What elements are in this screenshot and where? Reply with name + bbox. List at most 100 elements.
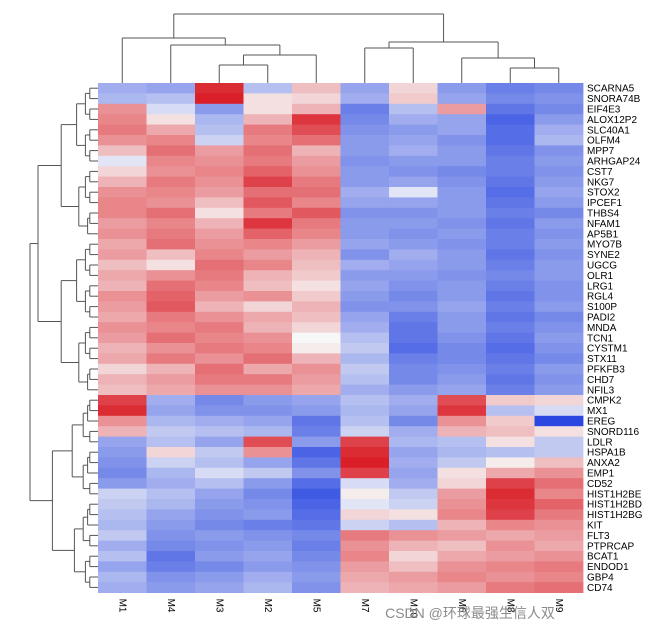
heatmap-cell: [243, 135, 293, 146]
heatmap-cell: [98, 83, 147, 94]
heatmap-cell: [389, 551, 438, 562]
heatmap-cell: [534, 311, 584, 323]
heatmap-cell: [534, 176, 584, 188]
heatmap-cell: [340, 374, 390, 385]
heatmap-cell: [98, 353, 147, 365]
heatmap-cell: [98, 571, 147, 583]
heatmap-cell: [340, 124, 390, 136]
heatmap-cell: [437, 415, 487, 427]
heatmap-cell: [437, 509, 487, 521]
row-label: CD74: [587, 583, 613, 594]
heatmap-cell: [243, 405, 293, 417]
heatmap-cell: [292, 363, 341, 375]
heatmap-cell: [389, 332, 438, 344]
heatmap-cell: [437, 197, 487, 209]
column-label: M10: [408, 599, 419, 619]
heatmap-cell: [146, 415, 196, 427]
heatmap-cell: [389, 239, 438, 250]
heatmap-cell: [389, 436, 438, 448]
heatmap-cell: [486, 478, 535, 489]
heatmap-cell: [292, 353, 341, 365]
heatmap-cell: [340, 467, 390, 479]
heatmap-cell: [146, 395, 196, 406]
row-label: CMPK2: [587, 396, 622, 407]
row-label: PTPRCAP: [587, 541, 635, 552]
heatmap-cell: [243, 530, 293, 541]
row-label: SNORA74B: [587, 94, 641, 105]
heatmap-cell: [243, 571, 293, 583]
heatmap-cell: [389, 540, 438, 552]
heatmap-cell: [243, 218, 293, 229]
heatmap-cell: [146, 124, 196, 136]
heatmap-cell: [389, 135, 438, 146]
heatmap-cell: [146, 322, 196, 333]
heatmap-cell: [437, 343, 487, 354]
heatmap-cell: [146, 436, 196, 448]
heatmap-cell: [98, 270, 147, 281]
heatmap-cell: [195, 103, 244, 115]
heatmap-cell: [292, 311, 341, 323]
heatmap-cell: [98, 551, 147, 562]
heatmap-cell: [195, 561, 244, 573]
heatmap-cell: [340, 135, 390, 146]
heatmap-cell: [437, 447, 487, 458]
heatmap-cell: [243, 311, 293, 323]
heatmap-cell: [243, 457, 293, 469]
heatmap-cell: [340, 582, 390, 593]
heatmap-cell: [243, 353, 293, 365]
heatmap-cell: [243, 239, 293, 250]
heatmap-cell: [195, 124, 244, 136]
heatmap-cell: [437, 114, 487, 125]
heatmap-cell: [340, 395, 390, 406]
heatmap-cell: [534, 301, 584, 313]
heatmap-cell: [146, 166, 196, 177]
heatmap-cell: [534, 343, 584, 354]
heatmap-cell: [340, 571, 390, 583]
heatmap-cell: [146, 353, 196, 365]
heatmap-cell: [437, 103, 487, 115]
heatmap-cell: [534, 93, 584, 105]
heatmap-cell: [98, 530, 147, 541]
heatmap-cell: [437, 135, 487, 146]
heatmap-cell: [340, 114, 390, 125]
heatmap-cell: [195, 467, 244, 479]
heatmap-cell: [534, 239, 584, 250]
heatmap-cell: [146, 478, 196, 489]
heatmap-cell: [98, 301, 147, 313]
heatmap-cell: [340, 291, 390, 302]
heatmap-cell: [534, 426, 584, 437]
heatmap-cell: [340, 530, 390, 541]
heatmap-cell: [292, 291, 341, 302]
row-label: MPP7: [587, 146, 615, 157]
heatmap-cell: [486, 114, 535, 125]
row-label: EREG: [587, 417, 616, 428]
heatmap-cell: [98, 540, 147, 552]
heatmap-cell: [437, 426, 487, 437]
heatmap-cell: [195, 519, 244, 531]
row-label: SCARNA5: [587, 84, 635, 95]
heatmap-cell: [437, 311, 487, 323]
row-label: HIST1H2BD: [587, 500, 642, 511]
heatmap-cell: [195, 145, 244, 157]
heatmap-cell: [340, 311, 390, 323]
heatmap-cell: [437, 176, 487, 188]
heatmap-cell: [486, 571, 535, 583]
heatmap-cell: [486, 384, 535, 396]
heatmap-cell: [292, 582, 341, 593]
heatmap-cell: [389, 311, 438, 323]
heatmap-cell: [437, 259, 487, 271]
heatmap-cell: [98, 145, 147, 157]
row-label: STX11: [587, 354, 617, 365]
heatmap-cell: [243, 155, 293, 167]
heatmap-cell: [389, 447, 438, 458]
heatmap-cell: [98, 249, 147, 261]
heatmap-cell: [340, 343, 390, 354]
heatmap-cell: [486, 228, 535, 240]
heatmap-cell: [486, 374, 535, 385]
heatmap-cell: [486, 239, 535, 250]
heatmap-cell: [340, 218, 390, 229]
heatmap-cell: [340, 509, 390, 521]
row-label: SNORD116: [587, 427, 639, 438]
heatmap-cell: [534, 571, 584, 583]
heatmap-cell: [486, 488, 535, 500]
